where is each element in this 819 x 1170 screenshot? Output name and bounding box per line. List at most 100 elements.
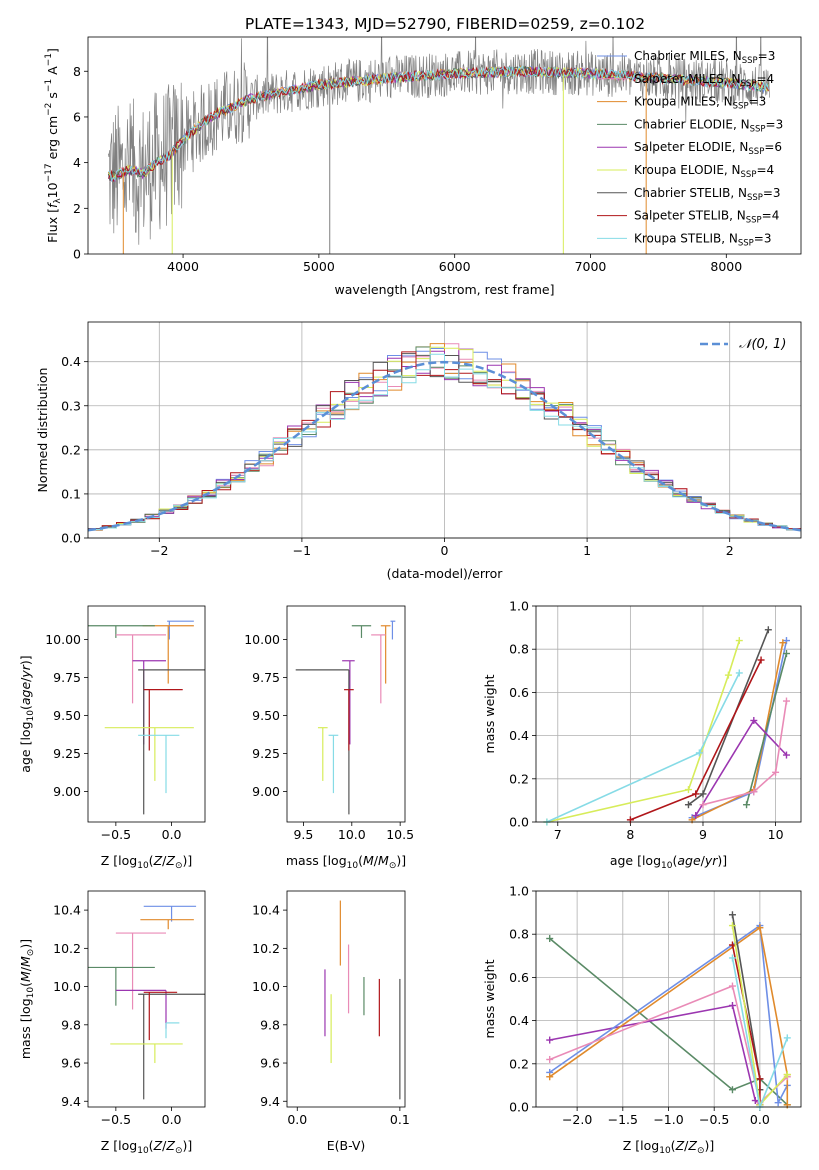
weight_vs_Z-panel: −2.0 −1.5 −1.0 −0.5 0.0 0.0 0.2 0.4 0.6 0.8 1.0 Z [… — [482, 884, 802, 1156]
y-tick-label: 0.6 — [509, 685, 529, 700]
x-tick-label: 6000 — [439, 259, 471, 274]
y-tick-label: 9.4 — [61, 1094, 81, 1109]
x-axis-label: (data-model)/error — [387, 566, 504, 581]
axes-frame — [286, 890, 406, 1108]
legend-entry: Salpeter STELIB, NSSP=4 — [634, 209, 779, 226]
y-tick-label: 2 — [73, 201, 81, 216]
y-axis-label: age [log10(age/yr)] — [18, 655, 36, 772]
x-tick-label: 8 — [626, 827, 634, 842]
axes-frame — [87, 321, 802, 539]
legend-entry: Kroupa MILES, NSSP=3 — [634, 95, 766, 112]
y-tick-label: 0.8 — [509, 642, 529, 657]
y-tick-label: 9.50 — [252, 708, 280, 723]
gaussian-curve — [88, 360, 801, 532]
y-tick-label: 10.2 — [252, 941, 280, 956]
y-tick-label: 0.2 — [509, 771, 529, 786]
y-tick-label: 9.6 — [260, 1056, 280, 1071]
age_vs_Z-panel: −0.5 0.0 9.00 9.25 9.50 9.75 10.00 Z [log10(Z/Z… — [18, 605, 206, 871]
y-tick-label: 10.0 — [53, 979, 81, 994]
y-tick-label: 10.4 — [252, 903, 280, 918]
y-axis-label: mass weight — [482, 959, 497, 1038]
x-tick-label: 2 — [726, 543, 734, 558]
weight-series-line — [546, 640, 741, 822]
axes-frame — [286, 605, 406, 823]
x-axis-label: Z [log10(Z/Z⊙)] — [623, 1138, 715, 1156]
y-tick-label: 0.0 — [61, 531, 81, 546]
x-tick-label: 1 — [583, 543, 591, 558]
x-tick-label: 0.1 — [390, 1112, 410, 1127]
x-tick-label: 9 — [699, 827, 707, 842]
x-axis-label: age [log10(age/yr)] — [610, 853, 727, 871]
y-axis-label: Flux [fλ10−17 erg cm−2 s−1 A−1] — [44, 48, 63, 243]
x-tick-label: 8000 — [710, 259, 742, 274]
y-tick-label: 0.0 — [509, 1100, 529, 1115]
y-tick-label: 6 — [73, 109, 81, 124]
y-axis-label: mass [log10(M/M⊙)] — [18, 939, 36, 1059]
x-tick-label: −1 — [293, 543, 311, 558]
y-tick-label: 0 — [73, 247, 81, 262]
x-tick-label: 4000 — [167, 259, 199, 274]
weight_vs_age-panel: 7 8 9 10 0.0 0.2 0.4 0.6 0.8 1.0 age [log10(age/yr… — [482, 599, 802, 871]
y-tick-label: 1.0 — [509, 884, 529, 899]
age_vs_mass-panel: 9.5 10.0 10.5 9.00 9.25 9.50 9.75 10.00 mass [lo… — [244, 605, 414, 871]
y-tick-label: 10.0 — [252, 979, 280, 994]
x-axis-label: wavelength [Angstrom, rest frame] — [334, 282, 554, 297]
legend-entry: Chabrier STELIB, NSSP=3 — [634, 186, 781, 203]
y-tick-label: 9.8 — [260, 1017, 280, 1032]
x-tick-label: 0.0 — [162, 827, 182, 842]
legend-entry: Kroupa STELIB, NSSP=3 — [634, 231, 772, 248]
y-tick-label: 9.25 — [252, 746, 280, 761]
y-axis-label: mass weight — [482, 674, 497, 753]
y-tick-label: 0.1 — [61, 486, 81, 501]
y-tick-label: 9.25 — [53, 746, 81, 761]
x-tick-label: −0.5 — [101, 827, 131, 842]
legend-entry: 𝒩(0, 1) — [739, 337, 786, 352]
y-tick-label: 0.8 — [509, 927, 529, 942]
x-tick-label: 9.5 — [293, 827, 313, 842]
y-tick-label: 9.75 — [53, 670, 81, 685]
x-tick-label: −2.0 — [562, 1112, 592, 1127]
y-tick-label: 0.4 — [509, 728, 529, 743]
x-tick-label: −0.5 — [101, 1112, 131, 1127]
weight-series-line — [691, 640, 788, 819]
y-axis-label: Normed distribution — [35, 368, 50, 493]
legend-entry: Salpeter ELODIE, NSSP=6 — [634, 140, 782, 157]
y-tick-label: 8 — [73, 64, 81, 79]
y-tick-label: 1.0 — [509, 599, 529, 614]
observed-spectrum — [108, 37, 770, 245]
model-spectrum — [108, 65, 769, 183]
weight-series-line — [731, 957, 789, 1107]
x-tick-label: −1.0 — [653, 1112, 683, 1127]
y-tick-label: 0.3 — [61, 398, 81, 413]
axes-frame — [87, 36, 802, 255]
x-tick-label: 5000 — [303, 259, 335, 274]
mass_vs_Z-panel: −0.5 0.0 9.4 9.6 9.8 10.0 10.2 10.4 Z [log10(Z/Z… — [18, 890, 206, 1156]
y-tick-label: 9.6 — [61, 1056, 81, 1071]
axes-frame — [87, 890, 206, 1108]
x-tick-label: 0.0 — [750, 1112, 770, 1127]
x-tick-label: −1.5 — [608, 1112, 638, 1127]
x-tick-label: 10.5 — [386, 827, 414, 842]
y-tick-label: 0.0 — [509, 815, 529, 830]
model-spectrum — [108, 65, 769, 183]
x-axis-label: mass [log10(M/M⊙)] — [286, 853, 406, 871]
y-tick-label: 10.2 — [53, 941, 81, 956]
y-tick-label: 0.4 — [61, 354, 81, 369]
y-tick-label: 9.00 — [53, 784, 81, 799]
x-tick-label: 0.0 — [287, 1112, 307, 1127]
y-tick-label: 0.6 — [509, 970, 529, 985]
y-tick-label: 0.2 — [509, 1056, 529, 1071]
legend-entry: Salpeter MILES, NSSP=4 — [634, 72, 774, 89]
axes-frame — [535, 890, 802, 1108]
x-tick-label: 10 — [768, 827, 784, 842]
x-tick-label: 0.0 — [162, 1112, 182, 1127]
x-tick-label: 7 — [554, 827, 562, 842]
legend-entry: Chabrier ELODIE, NSSP=3 — [634, 117, 783, 134]
legend-entry: Kroupa ELODIE, NSSP=4 — [634, 163, 774, 180]
y-tick-label: 9.8 — [61, 1017, 81, 1032]
x-tick-label: −2 — [150, 543, 168, 558]
weight-series-line — [549, 937, 788, 1106]
x-tick-label: −0.5 — [699, 1112, 729, 1127]
y-tick-label: 9.50 — [53, 708, 81, 723]
